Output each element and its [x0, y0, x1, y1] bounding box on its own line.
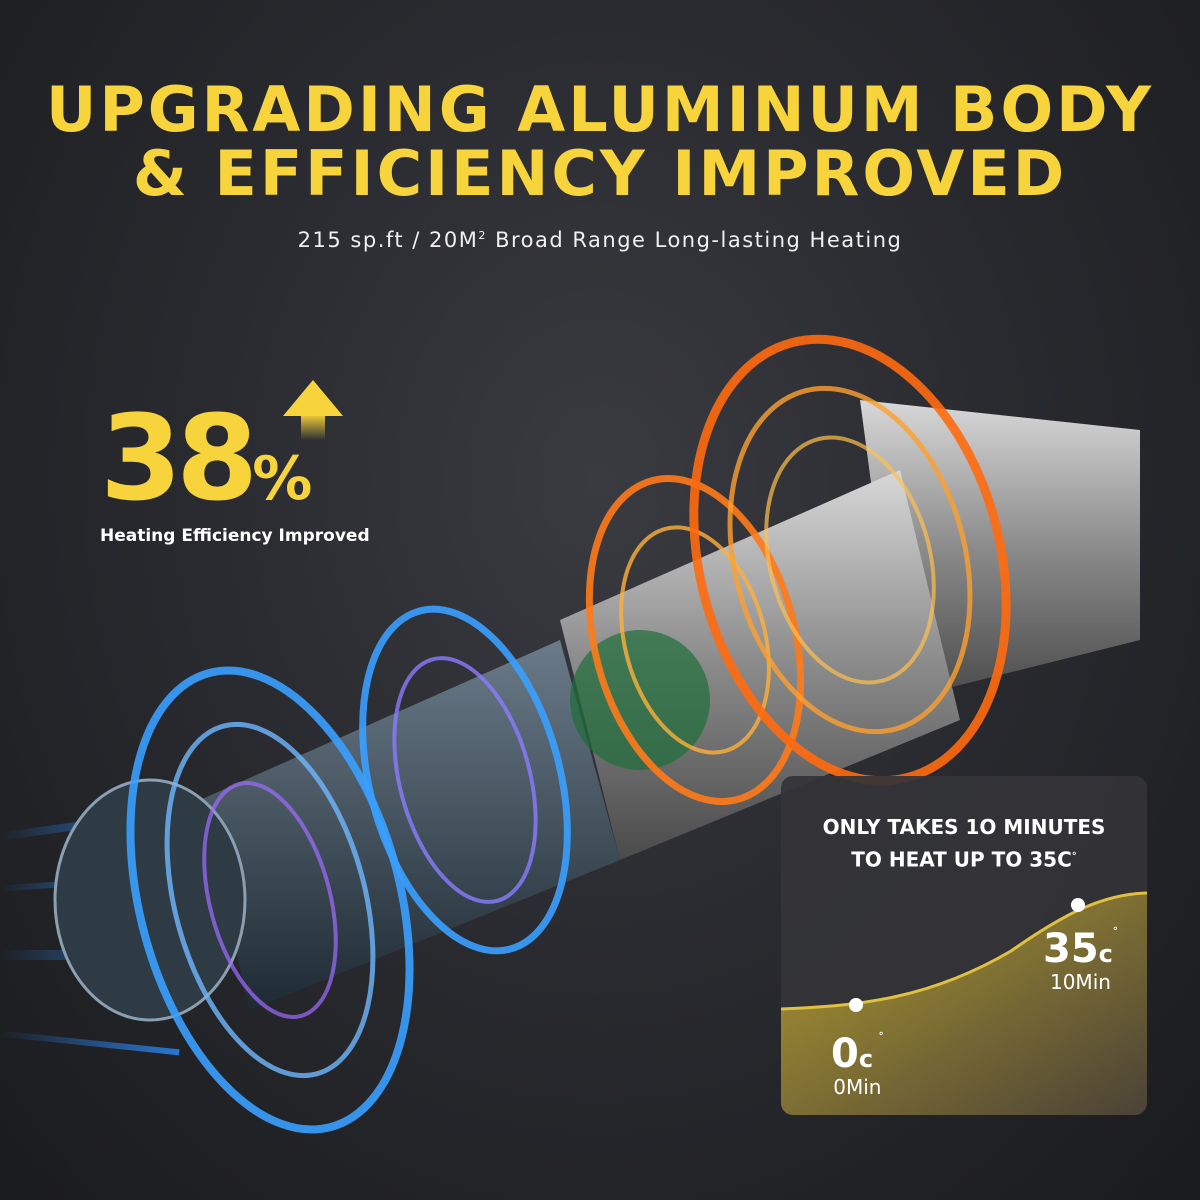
- end-unit: c: [1098, 940, 1113, 968]
- headline-line-2: & EFFICIENCY IMPROVED: [132, 137, 1068, 210]
- end-point: [1071, 898, 1085, 912]
- arrow-up-icon: [283, 380, 343, 416]
- subtitle-description: Broad Range Long-lasting Heating: [486, 228, 903, 252]
- card-title: ONLY TAKES 1O MINUTES TO HEAT UP TO 35C°: [781, 812, 1147, 875]
- stat-unit: %: [252, 444, 313, 514]
- start-time: 0Min: [833, 1075, 882, 1099]
- stat-value: 38: [100, 389, 258, 527]
- card-title-line-2: TO HEAT UP TO 35C: [851, 847, 1072, 872]
- degree-symbol: °: [1071, 851, 1077, 862]
- heat-curve-area: [781, 893, 1147, 1115]
- subtitle-superscript: 2: [478, 229, 487, 242]
- heat-up-card: ONLY TAKES 1O MINUTES TO HEAT UP TO 35C°…: [781, 776, 1147, 1115]
- end-degree: °: [1112, 926, 1118, 937]
- cold-air-rings: [126, 605, 571, 1134]
- headline-line-1: UPGRADING ALUMINUM BODY: [45, 73, 1154, 146]
- start-degree: °: [878, 1031, 884, 1042]
- start-temp: 0: [831, 1031, 859, 1077]
- heat-curve-line: [781, 891, 1147, 1011]
- card-title-line-1: ONLY TAKES 1O MINUTES: [822, 815, 1106, 839]
- heat-curve: [781, 891, 1147, 1115]
- start-label: 0c ° 0Min: [831, 1031, 884, 1097]
- arrow-up-stem: [301, 414, 325, 440]
- efficiency-stat: 38%: [100, 398, 360, 539]
- hot-air-rings: [585, 334, 1011, 805]
- stat-label: Heating Efficiency Improved: [100, 526, 370, 546]
- end-temp: 35: [1043, 926, 1099, 972]
- start-unit: c: [858, 1045, 874, 1073]
- subtitle: 215 sp.ft / 20M2 Broad Range Long-lastin…: [0, 228, 1200, 252]
- end-time: 10Min: [1049, 970, 1111, 994]
- end-label: 35c ° 10Min: [1043, 926, 1118, 992]
- subtitle-area: 215 sp.ft / 20M: [297, 228, 479, 252]
- start-point: [849, 998, 863, 1012]
